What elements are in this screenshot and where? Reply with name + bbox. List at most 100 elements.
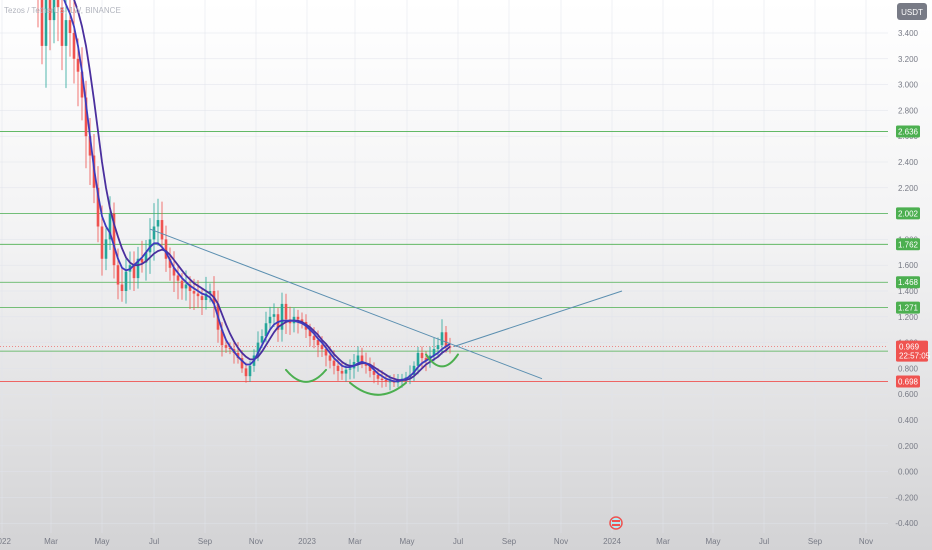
y-tick-label: 0.800 [898,364,919,373]
y-tick-label: 3.000 [898,81,919,90]
candle [280,292,284,342]
candle [104,228,108,271]
candle [444,325,448,353]
candle [360,347,364,369]
y-tick-label: 2.200 [898,184,919,193]
x-tick-label: Sep [198,537,213,546]
price-level-badge: 1.271 [896,301,920,314]
moving-averages [63,0,451,383]
candle [40,0,44,65]
candle [344,362,348,382]
candle [120,266,124,302]
candle [164,225,168,272]
candle [356,346,360,372]
candle [268,306,272,331]
candle [84,80,88,169]
x-tick-label: Nov [859,537,873,546]
chart-title: Tezos / TetherUS, 1W, BINANCE [4,6,121,15]
x-tick-label: May [399,537,414,546]
candle [228,342,232,355]
y-tick-label: -0.200 [895,493,918,502]
candle [200,287,204,316]
candle [372,362,376,384]
candle [432,338,436,362]
x-tick-label: 2024 [603,537,621,546]
trendline-ascending[interactable] [453,290,623,347]
y-tick-label: 0.000 [898,468,919,477]
currency-button-label: USDT [901,8,923,17]
current-price-value: 0.969 [899,343,920,352]
y-tick-label: 3.400 [898,29,919,38]
candle [416,346,420,375]
rounded-bottom-arc[interactable] [349,381,407,396]
candle [244,362,248,383]
candle [80,47,84,121]
price-level-badge: 2.636 [896,125,920,138]
candle [124,258,128,304]
candle [284,293,288,334]
candle [37,0,39,28]
rounded-bottom-arc[interactable] [425,353,459,368]
price-level-badge: 1.762 [896,238,920,251]
trendline-descending[interactable] [149,228,543,380]
x-tick-label: Nov [249,537,263,546]
y-tick-label: 1.200 [898,313,919,322]
candle [68,0,72,57]
countdown-timer: 22:57:05 [899,352,931,361]
candle [72,1,76,84]
candle [64,0,68,89]
price-level-badge: 2.002 [896,207,920,220]
y-tick-label: 0.400 [898,416,919,425]
x-tick-label: 2023 [298,537,316,546]
candle [152,203,156,261]
y-tick-label: 2.400 [898,158,919,167]
candle [156,198,160,246]
candle [204,276,208,310]
y-tick-label: 1.400 [898,287,919,296]
y-tick-label: -0.400 [895,519,918,528]
candle [60,0,64,71]
x-tick-label: Mar [44,537,58,546]
candle [96,166,100,243]
candle [300,312,304,329]
svg-text:1.271: 1.271 [898,304,919,313]
candle [368,357,372,378]
price-level-badge: 0.698 [896,375,920,388]
candle [112,202,116,279]
candle [176,264,180,300]
time-axis[interactable]: 2022 Mar May Jul Sep Nov 2023 Mar May Jul Sep Nov 20… [0,537,873,546]
price-badges: 2.6362.0021.7621.4681.2710.9340.6980.969… [896,125,931,388]
y-tick-label: 0.600 [898,390,919,399]
candle [376,368,380,385]
price-levels [0,131,888,382]
x-tick-label: Jul [149,537,159,546]
candle [188,276,192,309]
drawings [149,228,623,396]
candle [172,251,176,293]
price-level-badge: 1.468 [896,276,920,289]
x-tick-label: Nov [554,537,568,546]
candle [56,0,60,42]
svg-text:2.002: 2.002 [898,209,919,218]
svg-text:1.468: 1.468 [898,278,919,287]
x-tick-label: Mar [656,537,670,546]
svg-text:0.698: 0.698 [898,378,919,387]
x-tick-label: Jul [453,537,463,546]
currency-button[interactable]: USDT [897,3,927,20]
candle [48,0,52,51]
candle [272,303,276,327]
rounded-bottom-arc[interactable] [285,368,327,383]
x-tick-label: Sep [808,537,823,546]
y-tick-label: 3.200 [898,55,919,64]
x-tick-label: Sep [502,537,517,546]
svg-text:2.636: 2.636 [898,128,919,137]
x-tick-label: 2022 [0,537,11,546]
flag-icon[interactable] [609,516,623,530]
candle [168,247,172,281]
x-tick-label: Jul [759,537,769,546]
y-tick-label: 1.600 [898,261,919,270]
